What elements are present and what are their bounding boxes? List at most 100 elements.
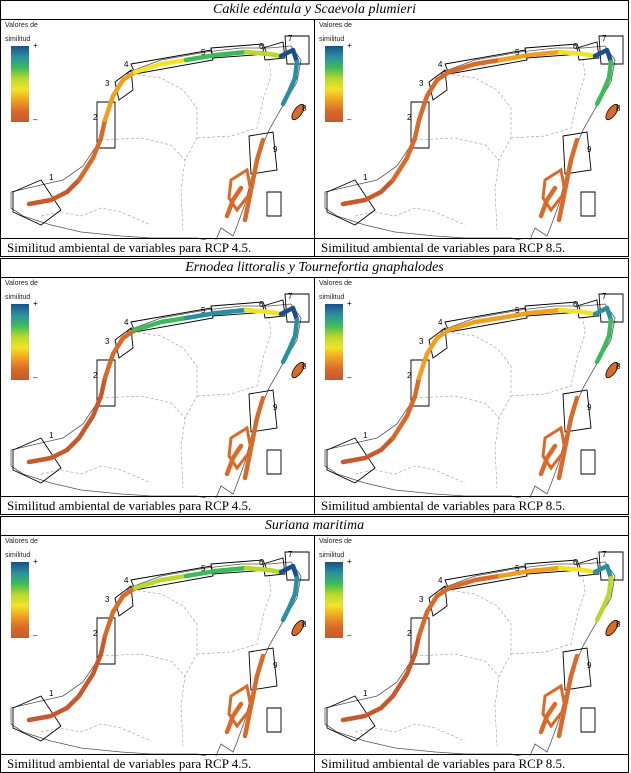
legend-title-line2: similitud: [319, 36, 345, 43]
coastal-similarity-band: [340, 177, 396, 207]
zone-box: [562, 389, 592, 433]
state-boundary: [196, 575, 272, 655]
coastal-similarity-band: [76, 375, 108, 441]
state-boundary: [446, 589, 512, 747]
zone-box: [326, 437, 376, 484]
legend-high-marker: +: [33, 299, 38, 308]
panel-caption: Similitud ambiental de variables para RC…: [1, 496, 314, 514]
coastal-similarity-band: [132, 315, 189, 333]
map-canvas: 1 2 3 4 5 6 7 8 9: [10, 550, 310, 756]
peninsula-outline: [10, 303, 302, 498]
zone-number-4: 4: [438, 318, 443, 327]
zone-number-7: 7: [602, 292, 607, 301]
coastal-similarity-band: [416, 327, 452, 381]
zone-number-2: 2: [93, 629, 98, 638]
species-block: Cakile edéntula y Scaevola plumieri 1 2 3 4 5…: [0, 0, 629, 257]
legend-color-bar: [11, 562, 29, 638]
species-block: Ernodea littoralis y Tournefortia gnapha…: [0, 258, 629, 515]
panel-caption: Similitud ambiental de variables para RC…: [315, 754, 629, 772]
peninsula-outline: [324, 561, 616, 756]
zone-number-7: 7: [602, 34, 607, 43]
state-boundary: [446, 331, 512, 489]
lagoon-band: [541, 683, 567, 729]
peninsula-outline: [324, 45, 616, 240]
coastal-similarity-band: [557, 49, 598, 59]
map-panel-rcp85: 1 2 3 4 5 6 7 8 9 Valores de similitud + – Similitud …: [315, 278, 629, 514]
zone-number-1: 1: [363, 689, 368, 698]
zone-box: [562, 131, 592, 175]
coastal-similarity-band: [390, 375, 422, 441]
coastal-similarity-band: [280, 59, 300, 107]
zone-box: [428, 327, 448, 359]
zone-number-1: 1: [363, 173, 368, 182]
zone-box: [266, 707, 282, 733]
zone-number-3: 3: [419, 595, 424, 604]
legend-color-bar: [325, 562, 343, 638]
map-canvas: 1 2 3 4 5 6 7 8 9: [10, 292, 310, 498]
legend-low-marker: –: [33, 115, 38, 124]
panel-caption: Similitud ambiental de variables para RC…: [315, 496, 629, 514]
species-title: Suriana maritima: [1, 517, 628, 536]
state-boundary: [196, 59, 272, 139]
coastal-similarity-band: [497, 307, 563, 321]
legend-low-marker: –: [347, 115, 352, 124]
legend-high-marker: +: [347, 557, 352, 566]
zone-number-6: 6: [573, 300, 578, 309]
zone-number-4: 4: [124, 318, 129, 327]
coastal-similarity-band: [132, 57, 189, 75]
zone-number-1: 1: [49, 173, 54, 182]
zone-box: [114, 585, 134, 617]
map-canvas: 1 2 3 4 5 6 7 8 9: [10, 34, 310, 240]
zone-number-5: 5: [515, 48, 520, 57]
zone-number-2: 2: [407, 371, 412, 380]
zone-number-6: 6: [573, 558, 578, 567]
map-canvas: 1 2 3 4 5 6 7 8 9: [324, 34, 624, 240]
legend-low-marker: –: [33, 373, 38, 382]
zone-box: [580, 707, 596, 733]
zone-box: [262, 299, 286, 319]
zone-number-5: 5: [201, 564, 206, 573]
coastal-similarity-band: [594, 575, 614, 623]
zone-box: [428, 69, 448, 101]
state-boundary: [510, 59, 586, 139]
zone-number-8: 8: [302, 620, 307, 629]
zone-number-6: 6: [573, 42, 578, 51]
zone-box: [266, 449, 282, 475]
coastal-similarity-band: [224, 701, 244, 735]
zone-number-7: 7: [602, 550, 607, 559]
coastal-similarity-band: [538, 443, 558, 477]
zone-number-1: 1: [49, 689, 54, 698]
zone-number-6: 6: [259, 558, 264, 567]
zone-number-5: 5: [515, 306, 520, 315]
state-boundary: [132, 73, 198, 231]
lagoon-band: [541, 425, 567, 471]
coastal-similarity-band: [280, 317, 300, 365]
legend-high-marker: +: [347, 299, 352, 308]
zone-number-9: 9: [273, 145, 278, 154]
zone-number-9: 9: [587, 403, 592, 412]
legend-title-line2: similitud: [319, 552, 345, 559]
coastal-similarity-band: [280, 575, 300, 623]
coastal-similarity-band: [497, 565, 563, 579]
species-title: Cakile edéntula y Scaevola plumieri: [1, 1, 628, 20]
legend-high-marker: +: [347, 41, 352, 50]
zone-number-2: 2: [93, 371, 98, 380]
coastal-similarity-band: [242, 137, 266, 223]
zone-box: [326, 695, 376, 742]
legend-color-bar: [11, 46, 29, 122]
zone-number-2: 2: [407, 113, 412, 122]
coastal-similarity-band: [416, 69, 452, 123]
panel-caption: Similitud ambiental de variables para RC…: [1, 238, 314, 256]
map-panel-rcp85: 1 2 3 4 5 6 7 8 9 Valores de similitud + – Similitud …: [315, 20, 629, 256]
zone-number-8: 8: [302, 362, 307, 371]
coastal-similarity-band: [340, 693, 396, 723]
legend-title-line1: Valores de: [5, 538, 38, 545]
zone-number-2: 2: [93, 113, 98, 122]
zone-number-4: 4: [124, 60, 129, 69]
zone-number-3: 3: [105, 79, 110, 88]
zone-number-7: 7: [288, 34, 293, 43]
coastal-similarity-band: [102, 585, 138, 639]
zone-number-4: 4: [438, 60, 443, 69]
coastal-similarity-band: [243, 49, 284, 59]
zone-box: [580, 449, 596, 475]
